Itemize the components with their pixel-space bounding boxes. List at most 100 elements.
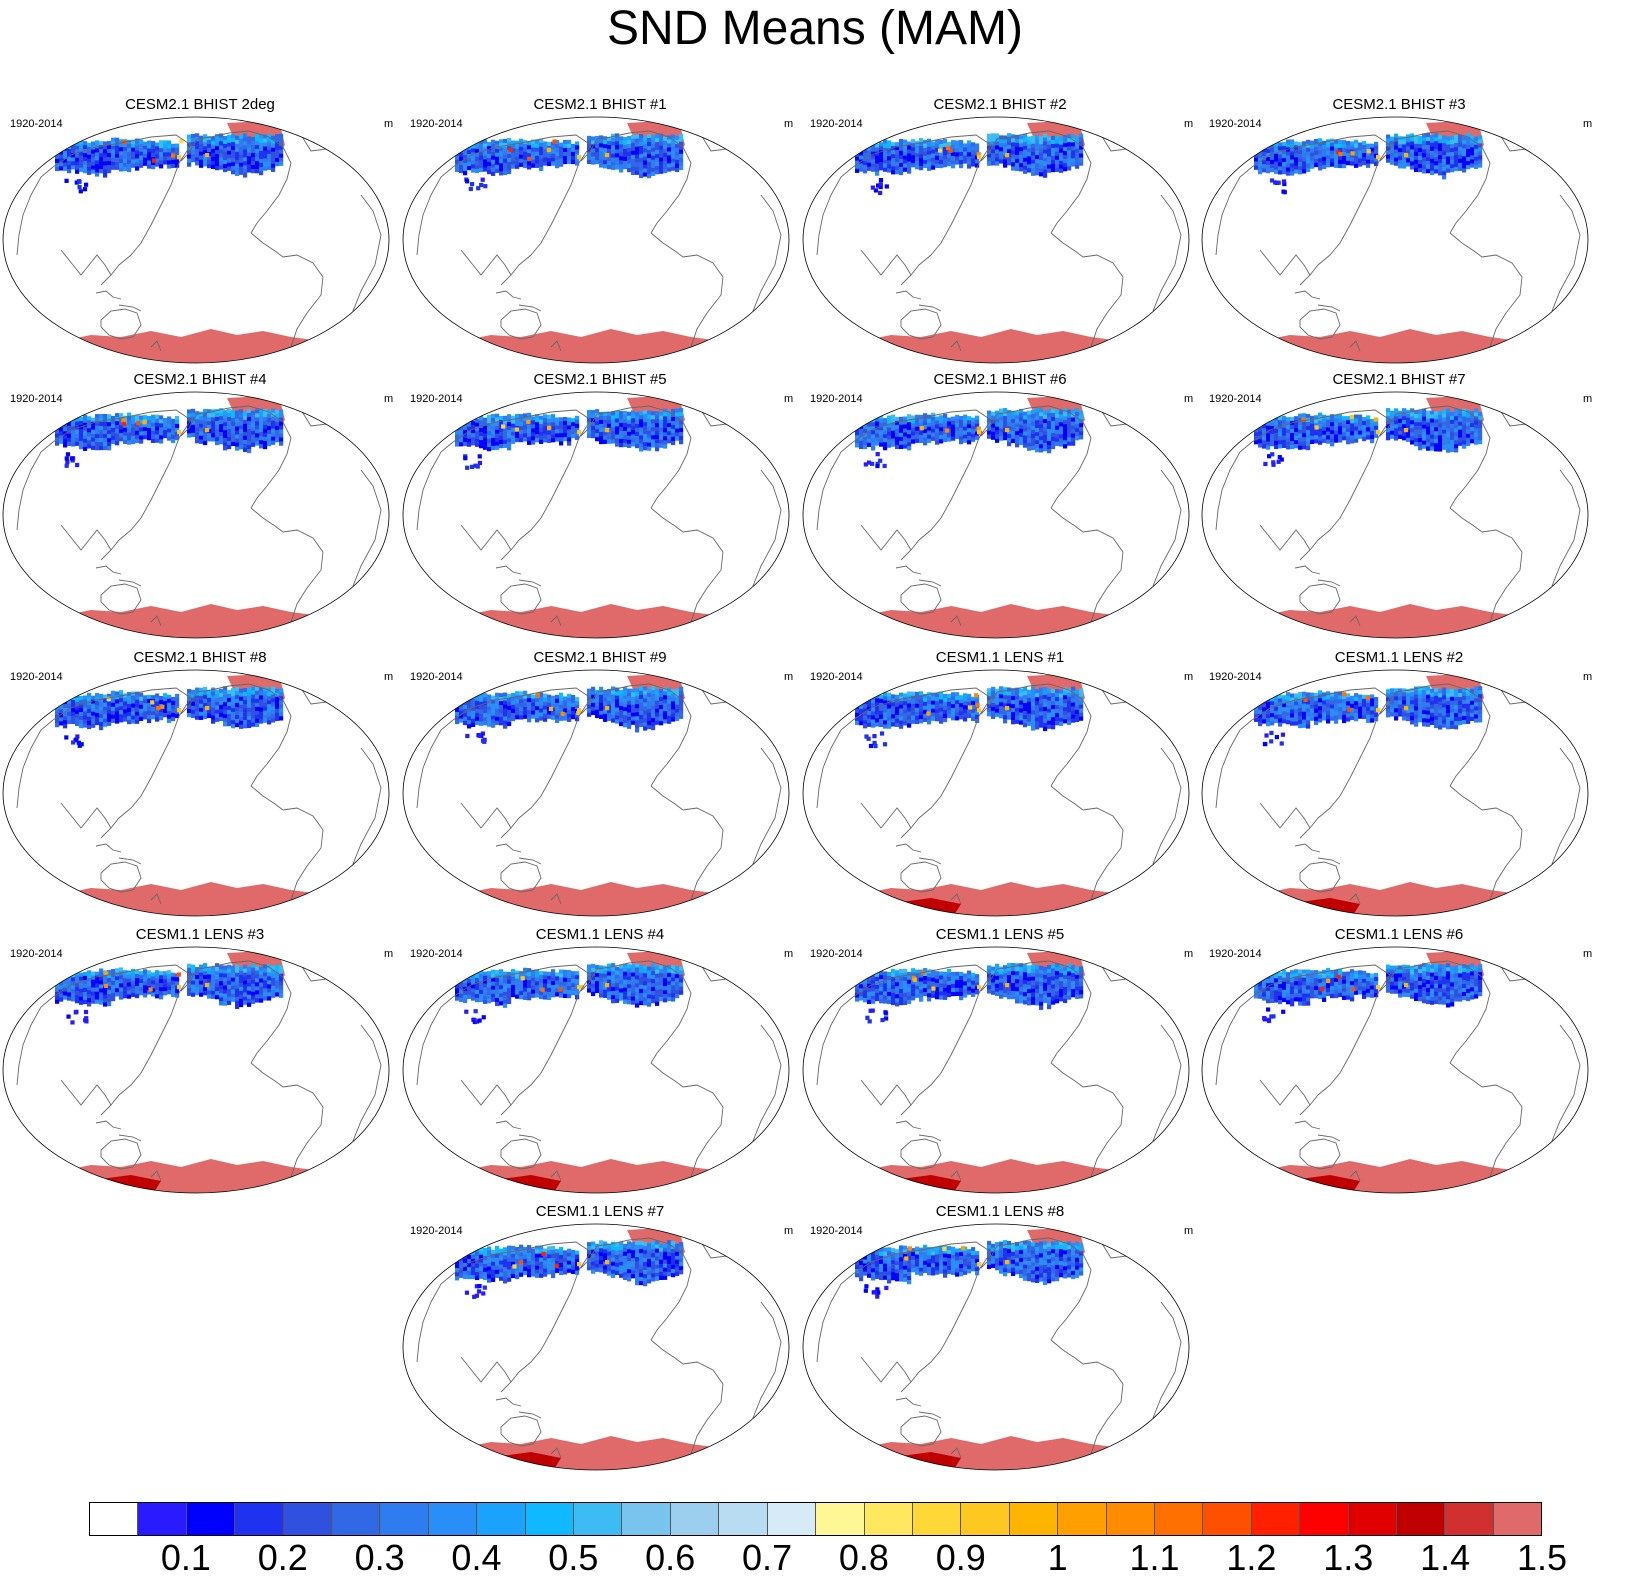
coastline	[150, 615, 162, 627]
colorbar-box	[670, 1503, 720, 1535]
coastline	[1299, 583, 1341, 615]
map-svg	[2, 946, 390, 1194]
map-svg	[402, 669, 790, 917]
coastline	[196, 405, 292, 509]
coastline	[580, 138, 598, 162]
map-svg	[802, 116, 1190, 364]
colorbar-tick-label: 0.6	[645, 1537, 696, 1578]
map-svg	[1201, 669, 1589, 917]
coastline	[900, 861, 942, 893]
colorbar-tick-label: 1.2	[1226, 1537, 1277, 1578]
map-panel: CESM1.1 LENS #7 1920-2014 m	[400, 1203, 800, 1473]
map-svg	[402, 946, 790, 1194]
coastline	[1499, 128, 1533, 152]
coastline	[1551, 747, 1581, 865]
panel-units-label: m	[1184, 393, 1194, 405]
coastline	[250, 507, 284, 533]
map-border	[402, 391, 790, 639]
colorbar-box	[428, 1503, 478, 1535]
coastline	[550, 1447, 562, 1459]
panel-units-label: m	[1583, 948, 1593, 960]
coastline	[500, 1415, 542, 1447]
coastline	[895, 843, 942, 865]
coastline	[180, 413, 198, 437]
nh-snow-cells	[1254, 133, 1483, 195]
coastline	[1449, 232, 1483, 258]
coastline	[1100, 1235, 1134, 1259]
coastline	[1294, 1120, 1341, 1142]
coastline	[596, 1237, 692, 1341]
panel-title: CESM2.1 BHIST #8	[133, 649, 267, 666]
colorbar-box	[864, 1503, 913, 1535]
coastline	[282, 1084, 324, 1192]
colorbar	[89, 1502, 1542, 1536]
coastline	[816, 441, 854, 531]
nh-snow-cells	[1254, 408, 1483, 467]
coastline	[196, 960, 292, 1064]
coastline	[1140, 140, 1178, 172]
map-border	[802, 669, 1190, 917]
panel-units-label: m	[784, 671, 794, 683]
panel-period-label: 1920-2014	[810, 118, 863, 130]
colorbar-box	[1445, 1503, 1494, 1535]
panel-units-label: m	[384, 118, 394, 130]
panel-period-label: 1920-2014	[410, 671, 463, 683]
map-panel: CESM2.1 BHIST #9 1920-2014 m	[400, 649, 800, 919]
coastline	[1251, 409, 1391, 561]
nh-snow-cells	[55, 686, 284, 748]
coastline	[900, 583, 942, 615]
coastline	[60, 249, 112, 276]
coastline	[596, 683, 692, 787]
coastline	[700, 1235, 734, 1259]
colorbar-tick-label: 1.4	[1420, 1537, 1471, 1578]
coastline	[500, 861, 542, 893]
coastline	[1349, 615, 1361, 627]
coastline	[180, 138, 198, 162]
coastline	[596, 405, 692, 509]
coastline	[1539, 140, 1577, 172]
panel-period-label: 1920-2014	[1209, 948, 1262, 960]
coastline	[1140, 415, 1178, 447]
coastline	[340, 140, 378, 172]
panel-units-label: m	[384, 948, 394, 960]
coastline	[495, 843, 542, 865]
nh-snow-cells	[855, 963, 1084, 1024]
colorbar-tick-label: 1	[1047, 1537, 1068, 1578]
nh-snow-cells	[1254, 686, 1483, 747]
panel-period-label: 1920-2014	[10, 393, 63, 405]
map-svg	[1201, 116, 1589, 364]
coastline	[1259, 524, 1311, 551]
coastline	[52, 134, 192, 286]
coastline	[1050, 507, 1084, 533]
coastline	[1294, 565, 1341, 587]
coastline	[950, 893, 962, 905]
nh-snow-cells	[455, 963, 684, 1025]
panel-title: CESM1.1 LENS #3	[135, 926, 265, 943]
coastline	[980, 413, 998, 437]
coastline	[950, 1447, 962, 1459]
map-svg	[1201, 391, 1589, 639]
coastline	[16, 719, 54, 809]
nh-snow-cells	[855, 1240, 1084, 1299]
panel-units-label: m	[784, 1225, 794, 1237]
coastline	[352, 194, 382, 312]
nh-snow-cells	[855, 686, 1084, 749]
coastline	[495, 290, 542, 312]
coastline	[996, 960, 1092, 1064]
coastline	[700, 681, 734, 705]
map-panel: CESM2.1 BHIST #8 1920-2014 m	[0, 649, 400, 919]
coastline	[740, 970, 778, 1002]
coastline	[250, 1062, 284, 1088]
colorbar-box	[90, 1503, 139, 1535]
map-panel: CESM1.1 LENS #1 1920-2014 m	[800, 649, 1200, 919]
panel-units-label: m	[1583, 118, 1593, 130]
coastline	[1539, 693, 1577, 725]
coastline	[340, 415, 378, 447]
coastline	[752, 1301, 782, 1419]
coastline	[452, 409, 592, 561]
map-svg	[2, 391, 390, 639]
colorbar-tick-label: 0.4	[451, 1537, 502, 1578]
coastline	[1050, 1062, 1084, 1088]
panel-title: CESM1.1 LENS #8	[935, 1203, 1065, 1220]
panel-period-label: 1920-2014	[1209, 393, 1262, 405]
